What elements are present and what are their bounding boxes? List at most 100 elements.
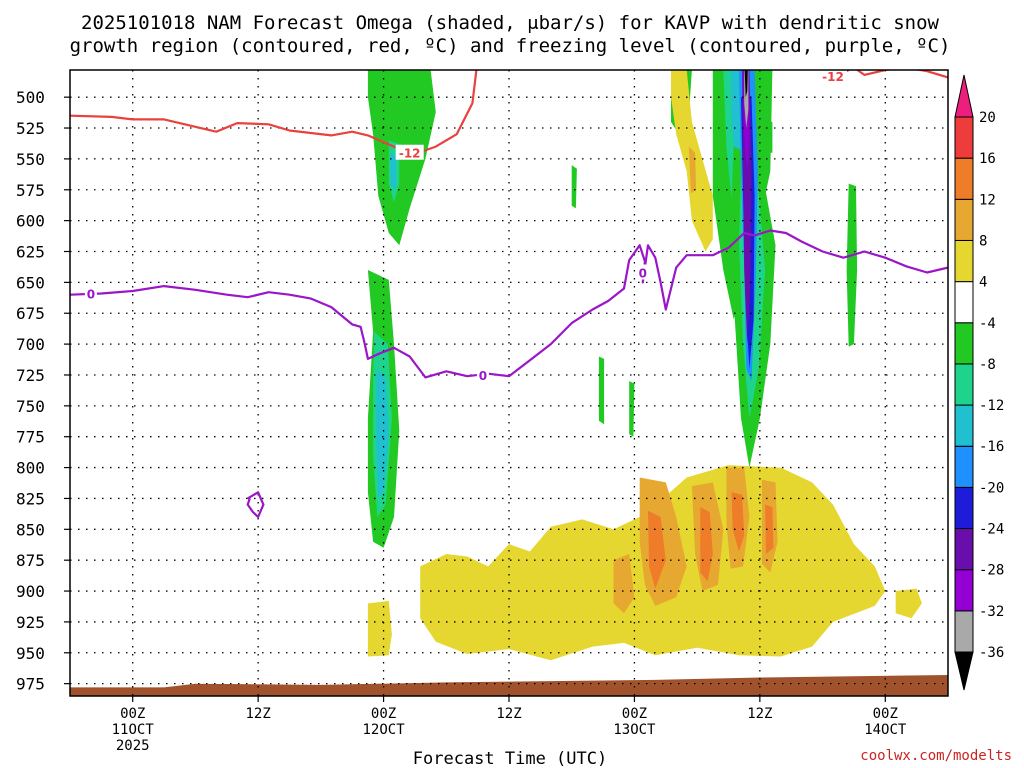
colorbar-swatch-0 xyxy=(954,610,974,653)
omega-region-26 xyxy=(367,600,392,657)
y-tick-label-775: 775 xyxy=(16,428,45,447)
colorbar-swatch-6 xyxy=(954,363,974,406)
colorbar-label-4: -20 xyxy=(979,480,1004,496)
x-tick-label-24-1: 12OCT xyxy=(362,722,405,738)
y-tick-label-675: 675 xyxy=(16,304,45,323)
x-tick-label-48-1: 13OCT xyxy=(613,722,656,738)
colorbar-label-1: -32 xyxy=(979,604,1004,620)
y-axis: 500 525 550 575 600 625 650 675 700 725 750 775 800 8… xyxy=(16,88,70,694)
freezing-level-contour-1 xyxy=(246,491,265,519)
snow-growth-label-1: -12 xyxy=(822,70,844,84)
colorbar-label-2: -28 xyxy=(979,563,1004,579)
colorbar-label-6: -12 xyxy=(979,398,1004,414)
y-tick-label-575: 575 xyxy=(16,181,45,200)
colorbar-swatch-9 xyxy=(954,239,974,283)
ground-layer xyxy=(70,675,948,696)
grid xyxy=(70,70,948,696)
y-tick-label-650: 650 xyxy=(16,273,45,292)
colorbar-swatch-3 xyxy=(954,486,974,530)
omega-region-8 xyxy=(629,381,635,437)
omega-region-36 xyxy=(765,504,774,554)
x-tick-label-12-0: 12Z xyxy=(245,706,270,722)
colorbar-swatch-5 xyxy=(954,404,974,447)
y-tick-label-825: 825 xyxy=(16,489,45,508)
omega-region-21 xyxy=(766,121,773,153)
colorbar-label-0: -36 xyxy=(979,645,1004,661)
y-tick-label-725: 725 xyxy=(16,366,45,385)
freezing-level-label-bg-1 xyxy=(636,264,649,280)
x-tick-label-0-1: 11OCT xyxy=(112,722,155,738)
freezing-level-label-bg-2 xyxy=(476,366,489,382)
y-tick-label-625: 625 xyxy=(16,243,45,262)
credit-text[interactable]: coolwx.com/modelts xyxy=(860,748,1012,764)
colorbar-cap-top xyxy=(954,74,974,118)
x-tick-label-60-0: 12Z xyxy=(747,706,772,722)
omega-shading xyxy=(367,70,922,661)
y-tick-label-550: 550 xyxy=(16,150,45,169)
colorbar-label-11: 12 xyxy=(979,192,996,208)
omega-region-33 xyxy=(648,510,666,589)
omega-region-6 xyxy=(571,165,577,209)
colorbar: -36 -32 -28 -24 -20 -16 -12 -8 -4 4 8 12 16 20 xyxy=(954,74,1004,691)
snow-growth-label-bg-0 xyxy=(395,144,424,160)
freezing-level-label-1: 0 xyxy=(639,266,647,280)
freezing-level-label-2: 0 xyxy=(479,369,487,383)
colorbar-swatch-10 xyxy=(954,198,974,241)
colorbar-label-13: 20 xyxy=(979,110,996,126)
x-tick-label-0-2: 2025 xyxy=(116,738,150,754)
omega-region-7 xyxy=(598,356,605,425)
y-tick-label-900: 900 xyxy=(16,582,45,601)
y-tick-label-950: 950 xyxy=(16,644,45,663)
y-tick-label-800: 800 xyxy=(16,459,45,478)
freezing-level-label-bg-0 xyxy=(84,285,97,301)
chart-title-line-2: growth region (contoured, red, ºC) and f… xyxy=(70,35,951,57)
snow-growth-label-bg-1 xyxy=(819,70,848,84)
y-tick-label-975: 975 xyxy=(16,675,45,694)
y-tick-label-875: 875 xyxy=(16,551,45,570)
colorbar-swatch-1 xyxy=(954,569,974,612)
colorbar-swatch-11 xyxy=(954,157,974,200)
omega-region-34 xyxy=(700,507,713,582)
x-axis-label: Forecast Time (UTC) xyxy=(413,749,607,768)
colorbar-swatch-4 xyxy=(954,445,974,488)
omega-region-5 xyxy=(376,368,389,499)
ground-surface xyxy=(70,675,948,696)
omega-region-35 xyxy=(731,492,745,552)
colorbar-swatch-8 xyxy=(954,281,974,324)
freezing-level-label-0: 0 xyxy=(87,287,95,301)
y-tick-label-500: 500 xyxy=(16,88,45,107)
omega-region-27 xyxy=(895,588,922,619)
chart-title-line-1: 2025101018 NAM Forecast Omega (shaded, μ… xyxy=(81,12,939,34)
y-tick-label-925: 925 xyxy=(16,613,45,632)
y-tick-label-600: 600 xyxy=(16,212,45,231)
snow-growth-label-0: -12 xyxy=(399,147,421,161)
x-tick-label-72-0: 00Z xyxy=(873,706,898,722)
y-tick-label-525: 525 xyxy=(16,119,45,138)
x-tick-label-24-0: 00Z xyxy=(371,706,396,722)
x-tick-label-72-1: 14OCT xyxy=(864,722,907,738)
colorbar-cap-bottom xyxy=(954,651,974,691)
omega-region-2 xyxy=(389,152,397,190)
x-tick-label-0-0: 00Z xyxy=(120,706,145,722)
colorbar-label-10: 8 xyxy=(979,233,987,249)
y-tick-label-700: 700 xyxy=(16,335,45,354)
colorbar-label-12: 16 xyxy=(979,151,996,167)
omega-region-20 xyxy=(744,70,748,98)
colorbar-swatch-7 xyxy=(954,322,974,365)
omega-region-22 xyxy=(846,183,858,347)
colorbar-label-9: 4 xyxy=(979,275,987,291)
colorbar-label-3: -24 xyxy=(979,522,1004,538)
x-tick-label-36-0: 12Z xyxy=(496,706,521,722)
snow-growth-contour-0 xyxy=(70,70,478,156)
x-tick-label-48-0: 00Z xyxy=(622,706,647,722)
colorbar-swatch-12 xyxy=(954,116,974,159)
colorbar-swatch-2 xyxy=(954,528,974,571)
colorbar-label-7: -8 xyxy=(979,357,996,373)
colorbar-label-8: -4 xyxy=(979,316,996,332)
contour-layer: -12 -12 0 0 0 xyxy=(70,70,948,519)
y-tick-label-750: 750 xyxy=(16,397,45,416)
omega-region-28 xyxy=(613,554,635,614)
freezing-level-contour-0 xyxy=(70,229,948,379)
